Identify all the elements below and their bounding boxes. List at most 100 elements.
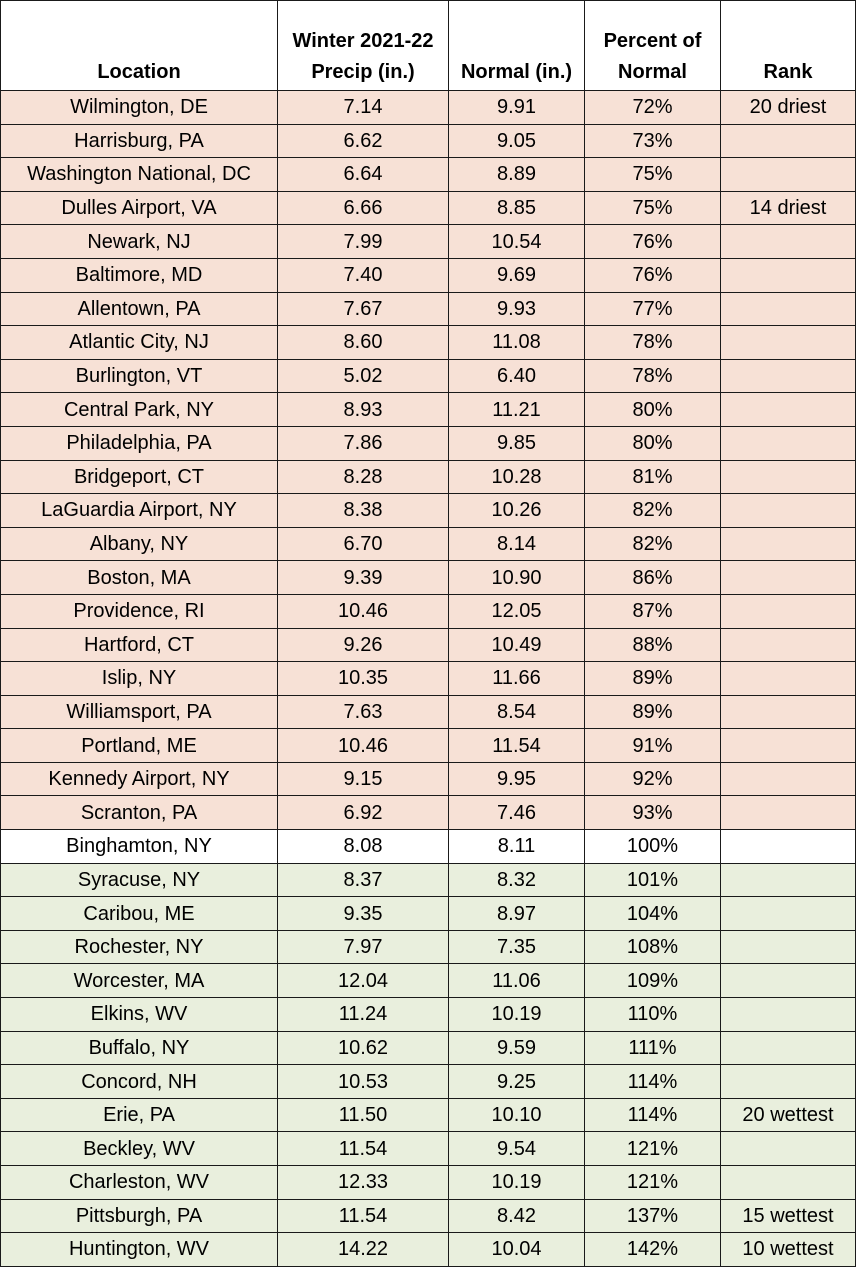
cell-rank [720, 459, 856, 495]
cell-location: Central Park, NY [0, 392, 278, 427]
cell-normal: 8.54 [448, 694, 585, 730]
table-row: Albany, NY 6.70 8.14 82% [0, 526, 856, 562]
cell-normal: 9.05 [448, 123, 585, 159]
cell-location: Providence, RI [0, 593, 278, 629]
cell-precip: 7.40 [277, 257, 449, 293]
cell-rank [720, 157, 856, 192]
cell-normal: 8.97 [448, 896, 585, 931]
cell-percent: 86% [584, 560, 721, 595]
cell-percent: 104% [584, 896, 721, 931]
cell-precip: 11.54 [277, 1131, 449, 1166]
cell-rank [720, 829, 856, 864]
cell-normal: 11.66 [448, 661, 585, 696]
cell-rank [720, 593, 856, 629]
header-location: Location [0, 0, 278, 91]
cell-rank [720, 526, 856, 562]
cell-precip: 8.08 [277, 829, 449, 864]
table-row: LaGuardia Airport, NY 8.38 10.26 82% [0, 493, 856, 528]
cell-normal: 10.10 [448, 1097, 585, 1133]
cell-percent: 121% [584, 1131, 721, 1166]
table-body: Wilmington, DE 7.14 9.91 72% 20 driest Harris… [0, 90, 856, 1267]
cell-rank [720, 325, 856, 360]
cell-rank [720, 1030, 856, 1066]
cell-location: Worcester, MA [0, 963, 278, 999]
header-precip: Winter 2021-22 Precip (in.) [277, 0, 449, 91]
cell-rank [720, 929, 856, 965]
cell-location: Burlington, VT [0, 358, 278, 394]
cell-location: Newark, NJ [0, 224, 278, 259]
cell-location: Huntington, WV [0, 1232, 278, 1267]
cell-normal: 9.93 [448, 291, 585, 327]
cell-percent: 80% [584, 425, 721, 461]
table-row: Dulles Airport, VA 6.66 8.85 75% 14 driest [0, 190, 856, 226]
cell-normal: 10.28 [448, 459, 585, 495]
table-row: Kennedy Airport, NY 9.15 9.95 92% [0, 761, 856, 797]
cell-precip: 12.33 [277, 1165, 449, 1200]
header-row: Location Winter 2021-22 Precip (in.) Nor… [0, 0, 856, 91]
cell-precip: 9.39 [277, 560, 449, 595]
cell-precip: 8.28 [277, 459, 449, 495]
table-row: Williamsport, PA 7.63 8.54 89% [0, 694, 856, 730]
cell-precip: 14.22 [277, 1232, 449, 1267]
cell-normal: 7.46 [448, 795, 585, 831]
cell-normal: 10.49 [448, 627, 585, 663]
cell-normal: 8.14 [448, 526, 585, 562]
cell-location: Wilmington, DE [0, 90, 278, 125]
cell-percent: 137% [584, 1198, 721, 1234]
cell-rank: 15 wettest [720, 1198, 856, 1234]
cell-location: Scranton, PA [0, 795, 278, 831]
cell-location: Washington National, DC [0, 157, 278, 192]
cell-precip: 11.24 [277, 997, 449, 1032]
cell-location: Portland, ME [0, 728, 278, 763]
cell-percent: 87% [584, 593, 721, 629]
table-row: Elkins, WV 11.24 10.19 110% [0, 997, 856, 1032]
cell-normal: 9.91 [448, 90, 585, 125]
cell-percent: 92% [584, 761, 721, 797]
cell-precip: 9.15 [277, 761, 449, 797]
cell-precip: 7.63 [277, 694, 449, 730]
cell-precip: 7.97 [277, 929, 449, 965]
table-row: Caribou, ME 9.35 8.97 104% [0, 896, 856, 931]
header-percent-line1: Percent of [603, 30, 702, 52]
header-location-label: Location [97, 61, 181, 83]
cell-precip: 10.62 [277, 1030, 449, 1066]
cell-normal: 10.04 [448, 1232, 585, 1267]
cell-rank [720, 560, 856, 595]
cell-location: Pittsburgh, PA [0, 1198, 278, 1234]
cell-location: Bridgeport, CT [0, 459, 278, 495]
cell-rank [720, 392, 856, 427]
table-row: Huntington, WV 14.22 10.04 142% 10 wettest [0, 1232, 856, 1267]
cell-normal: 8.85 [448, 190, 585, 226]
cell-normal: 12.05 [448, 593, 585, 629]
cell-percent: 108% [584, 929, 721, 965]
cell-percent: 72% [584, 90, 721, 125]
header-rank-label: Rank [763, 61, 813, 83]
cell-rank: 20 wettest [720, 1097, 856, 1133]
cell-location: Elkins, WV [0, 997, 278, 1032]
cell-normal: 10.54 [448, 224, 585, 259]
table-row: Allentown, PA 7.67 9.93 77% [0, 291, 856, 327]
cell-normal: 8.11 [448, 829, 585, 864]
table-row: Burlington, VT 5.02 6.40 78% [0, 358, 856, 394]
cell-normal: 9.59 [448, 1030, 585, 1066]
cell-location: Concord, NH [0, 1064, 278, 1099]
cell-percent: 88% [584, 627, 721, 663]
cell-precip: 7.86 [277, 425, 449, 461]
header-percent-line2: Normal [618, 61, 687, 83]
cell-normal: 9.69 [448, 257, 585, 293]
table-row: Portland, ME 10.46 11.54 91% [0, 728, 856, 763]
cell-precip: 11.54 [277, 1198, 449, 1234]
table-row: Philadelphia, PA 7.86 9.85 80% [0, 425, 856, 461]
cell-location: Charleston, WV [0, 1165, 278, 1200]
cell-rank [720, 997, 856, 1032]
cell-normal: 9.25 [448, 1064, 585, 1099]
cell-precip: 7.99 [277, 224, 449, 259]
cell-location: Syracuse, NY [0, 862, 278, 898]
cell-percent: 76% [584, 257, 721, 293]
cell-percent: 82% [584, 526, 721, 562]
cell-percent: 89% [584, 694, 721, 730]
cell-location: Baltimore, MD [0, 257, 278, 293]
cell-precip: 8.93 [277, 392, 449, 427]
table-row: Hartford, CT 9.26 10.49 88% [0, 627, 856, 663]
cell-normal: 11.21 [448, 392, 585, 427]
